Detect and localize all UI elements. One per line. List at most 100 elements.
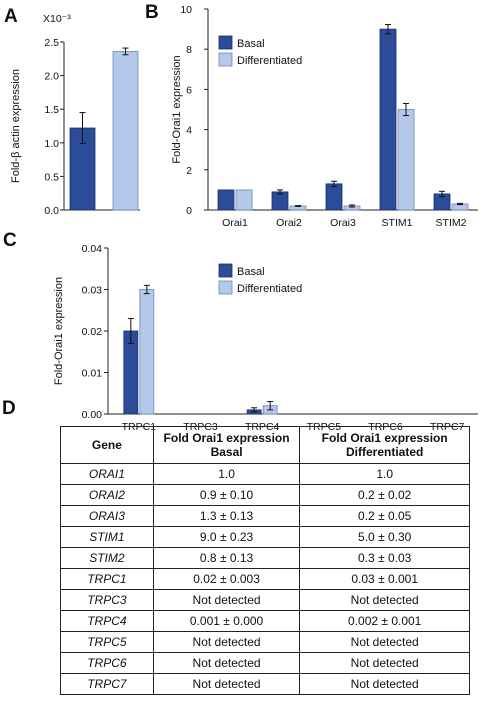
y-axis-title-c: Fold-Orai1 expression (53, 277, 65, 385)
table-cell-value: 0.9 ± 0.10 (152, 484, 301, 506)
table-body: ORAI1 1.0 1.0 ORAI2 0.9 ± 0.10 0.2 ± 0.02 ORAI… (60, 463, 470, 695)
table-cell-gene: TRPC7 (60, 673, 154, 695)
y-tick-label-b: 4 (186, 125, 192, 137)
table-cell-value: Not detected (299, 652, 470, 674)
table-header-row: Gene Fold Orai1 expression Basal Fold Orai1… (60, 426, 470, 464)
table-header-cell: Gene (60, 426, 154, 464)
table-cell-value: Not detected (299, 589, 470, 611)
x-tick-label-b-orai2: Orai2 (276, 217, 302, 229)
panel-letter-b: B (145, 2, 159, 23)
legend-label-c-differentiated: Differentiated (237, 283, 302, 295)
table-header-text: Differentiated (346, 445, 424, 459)
legend-label-c-basal: Basal (237, 266, 265, 278)
table-cell-value: 5.0 ± 0.30 (299, 526, 470, 548)
table-row: TRPC1 0.02 ± 0.003 0.03 ± 0.001 (60, 568, 470, 590)
table-row: TRPC5 Not detected Not detected (60, 631, 470, 653)
y-tick-label-b: 10 (180, 4, 192, 16)
y-tick-label-b: 0 (186, 205, 192, 217)
table-row: ORAI1 1.0 1.0 (60, 463, 470, 485)
table-cell-value: 1.0 (299, 463, 470, 485)
table-header-cell: Fold Orai1 expression Differentiated (299, 426, 470, 464)
y-tick-label-b: 2 (186, 165, 192, 177)
table-cell-gene: TRPC5 (60, 631, 154, 653)
legend-label-b-basal: Basal (237, 38, 265, 50)
table-row: ORAI2 0.9 ± 0.10 0.2 ± 0.02 (60, 484, 470, 506)
table-header-text: Fold Orai1 expression (321, 431, 448, 445)
x-tick-label-b-stim2: STIM2 (436, 217, 467, 229)
table-cell-value: 1.3 ± 0.13 (152, 505, 301, 527)
bar-b-Orai1-differentiated (235, 189, 253, 211)
plot-area-a: 0.0 0.5 1.0 1.5 2.0 2.5 Fold-β actin expressio… (10, 37, 140, 217)
bar-a-value-differentiated (112, 51, 139, 211)
y-tick-label-a: 1.5 (44, 104, 59, 116)
x-tick-label-b-stim1: STIM1 (382, 217, 413, 229)
table-row: ORAI3 1.3 ± 0.13 0.2 ± 0.05 (60, 505, 470, 527)
table-header-text: Basal (210, 445, 243, 459)
table-row: TRPC7 Not detected Not detected (60, 673, 470, 695)
table-cell-value: Not detected (152, 631, 301, 653)
y-tick-label-a: 2.0 (44, 71, 59, 83)
table-cell-value: Not detected (152, 589, 301, 611)
plot-area-b: 0 2 4 6 8 10 Fold-Orai1 expression Orai1 Orai2 Or… (171, 4, 478, 229)
table-cell-value: 0.03 ± 0.001 (299, 568, 470, 590)
table-cell-value: 0.3 ± 0.03 (299, 547, 470, 569)
table-cell-value: Not detected (152, 673, 301, 695)
legend-label-b-differentiated: Differentiated (237, 55, 302, 67)
x-tick-label-b-orai1: Orai1 (222, 217, 248, 229)
panel-letter-a: A (4, 6, 18, 27)
table-cell-value: 0.002 ± 0.001 (299, 610, 470, 632)
y-tick-label-b: 8 (186, 44, 192, 56)
table-row: TRPC4 0.001 ± 0.000 0.002 ± 0.001 (60, 610, 470, 632)
table-cell-value: Not detected (299, 631, 470, 653)
expression-table: Gene Fold Orai1 expression Basal Fold Orai1… (60, 426, 470, 695)
table-cell-gene: STIM1 (60, 526, 154, 548)
table-cell-gene: STIM2 (60, 547, 154, 569)
table-header-cell: Fold Orai1 expression Basal (152, 426, 301, 464)
table-header-text: Fold Orai1 expression (163, 431, 290, 445)
table-cell-value: 0.2 ± 0.02 (299, 484, 470, 506)
table-cell-value: 0.2 ± 0.05 (299, 505, 470, 527)
table-row: TRPC3 Not detected Not detected (60, 589, 470, 611)
table-cell-value: 0.001 ± 0.000 (152, 610, 301, 632)
legend-swatch-b-basal (218, 35, 233, 50)
y-tick-label-c: 0.04 (82, 243, 103, 255)
y-tick-label-a: 0.0 (44, 205, 59, 217)
y-axis-title-b: Fold-Orai1 expression (171, 55, 183, 163)
y-tick-label-c: 0.00 (82, 409, 103, 421)
panel-letter-c: C (3, 230, 17, 251)
legend-swatch-b-differentiated (218, 52, 233, 67)
y-tick-label-c: 0.01 (82, 368, 103, 380)
table-cell-value: 0.02 ± 0.003 (152, 568, 301, 590)
expression-table-wrap: Gene Fold Orai1 expression Basal Fold Orai1… (60, 426, 470, 695)
table-cell-gene: TRPC4 (60, 610, 154, 632)
chart-c: C 0.00 0.01 0.02 0.03 0.04 Fold-Orai1 express… (3, 230, 478, 433)
table-cell-gene: TRPC3 (60, 589, 154, 611)
y-tick-label-c: 0.03 (82, 285, 103, 297)
y-scale-label-a: X10⁻³ (43, 13, 71, 25)
table-cell-value: 0.8 ± 0.13 (152, 547, 301, 569)
table-cell-gene: TRPC1 (60, 568, 154, 590)
x-tick-label-b-orai3: Orai3 (330, 217, 356, 229)
table-cell-value: 1.0 (152, 463, 301, 485)
chart-a: A X10⁻³ 0.0 0.5 1.0 1.5 2.0 2.5 Fold-β actin e… (4, 6, 140, 217)
plot-area-c: 0.00 0.01 0.02 0.03 0.04 Fold-Orai1 expressio… (53, 243, 478, 433)
legend-swatch-c-differentiated (218, 280, 233, 295)
bar-b-Orai1-basal (217, 189, 235, 211)
table-cell-gene: TRPC6 (60, 652, 154, 674)
y-tick-label-b: 6 (186, 84, 192, 96)
table-cell-value: Not detected (152, 652, 301, 674)
table-cell-gene: ORAI3 (60, 505, 154, 527)
y-axis-title-a: Fold-β actin expression (10, 69, 22, 183)
table-row: STIM2 0.8 ± 0.13 0.3 ± 0.03 (60, 547, 470, 569)
table-row: STIM1 9.0 ± 0.23 5.0 ± 0.30 (60, 526, 470, 548)
y-tick-label-c: 0.02 (82, 326, 103, 338)
y-tick-label-a: 1.0 (44, 138, 59, 150)
table-cell-value: 9.0 ± 0.23 (152, 526, 301, 548)
table-header-text: Gene (91, 438, 122, 452)
panel-letter-d: D (2, 398, 16, 419)
legend-swatch-c-basal (218, 263, 233, 278)
table-row: TRPC6 Not detected Not detected (60, 652, 470, 674)
y-tick-label-a: 2.5 (44, 37, 59, 49)
y-tick-label-a: 0.5 (44, 171, 59, 183)
table-cell-value: Not detected (299, 673, 470, 695)
